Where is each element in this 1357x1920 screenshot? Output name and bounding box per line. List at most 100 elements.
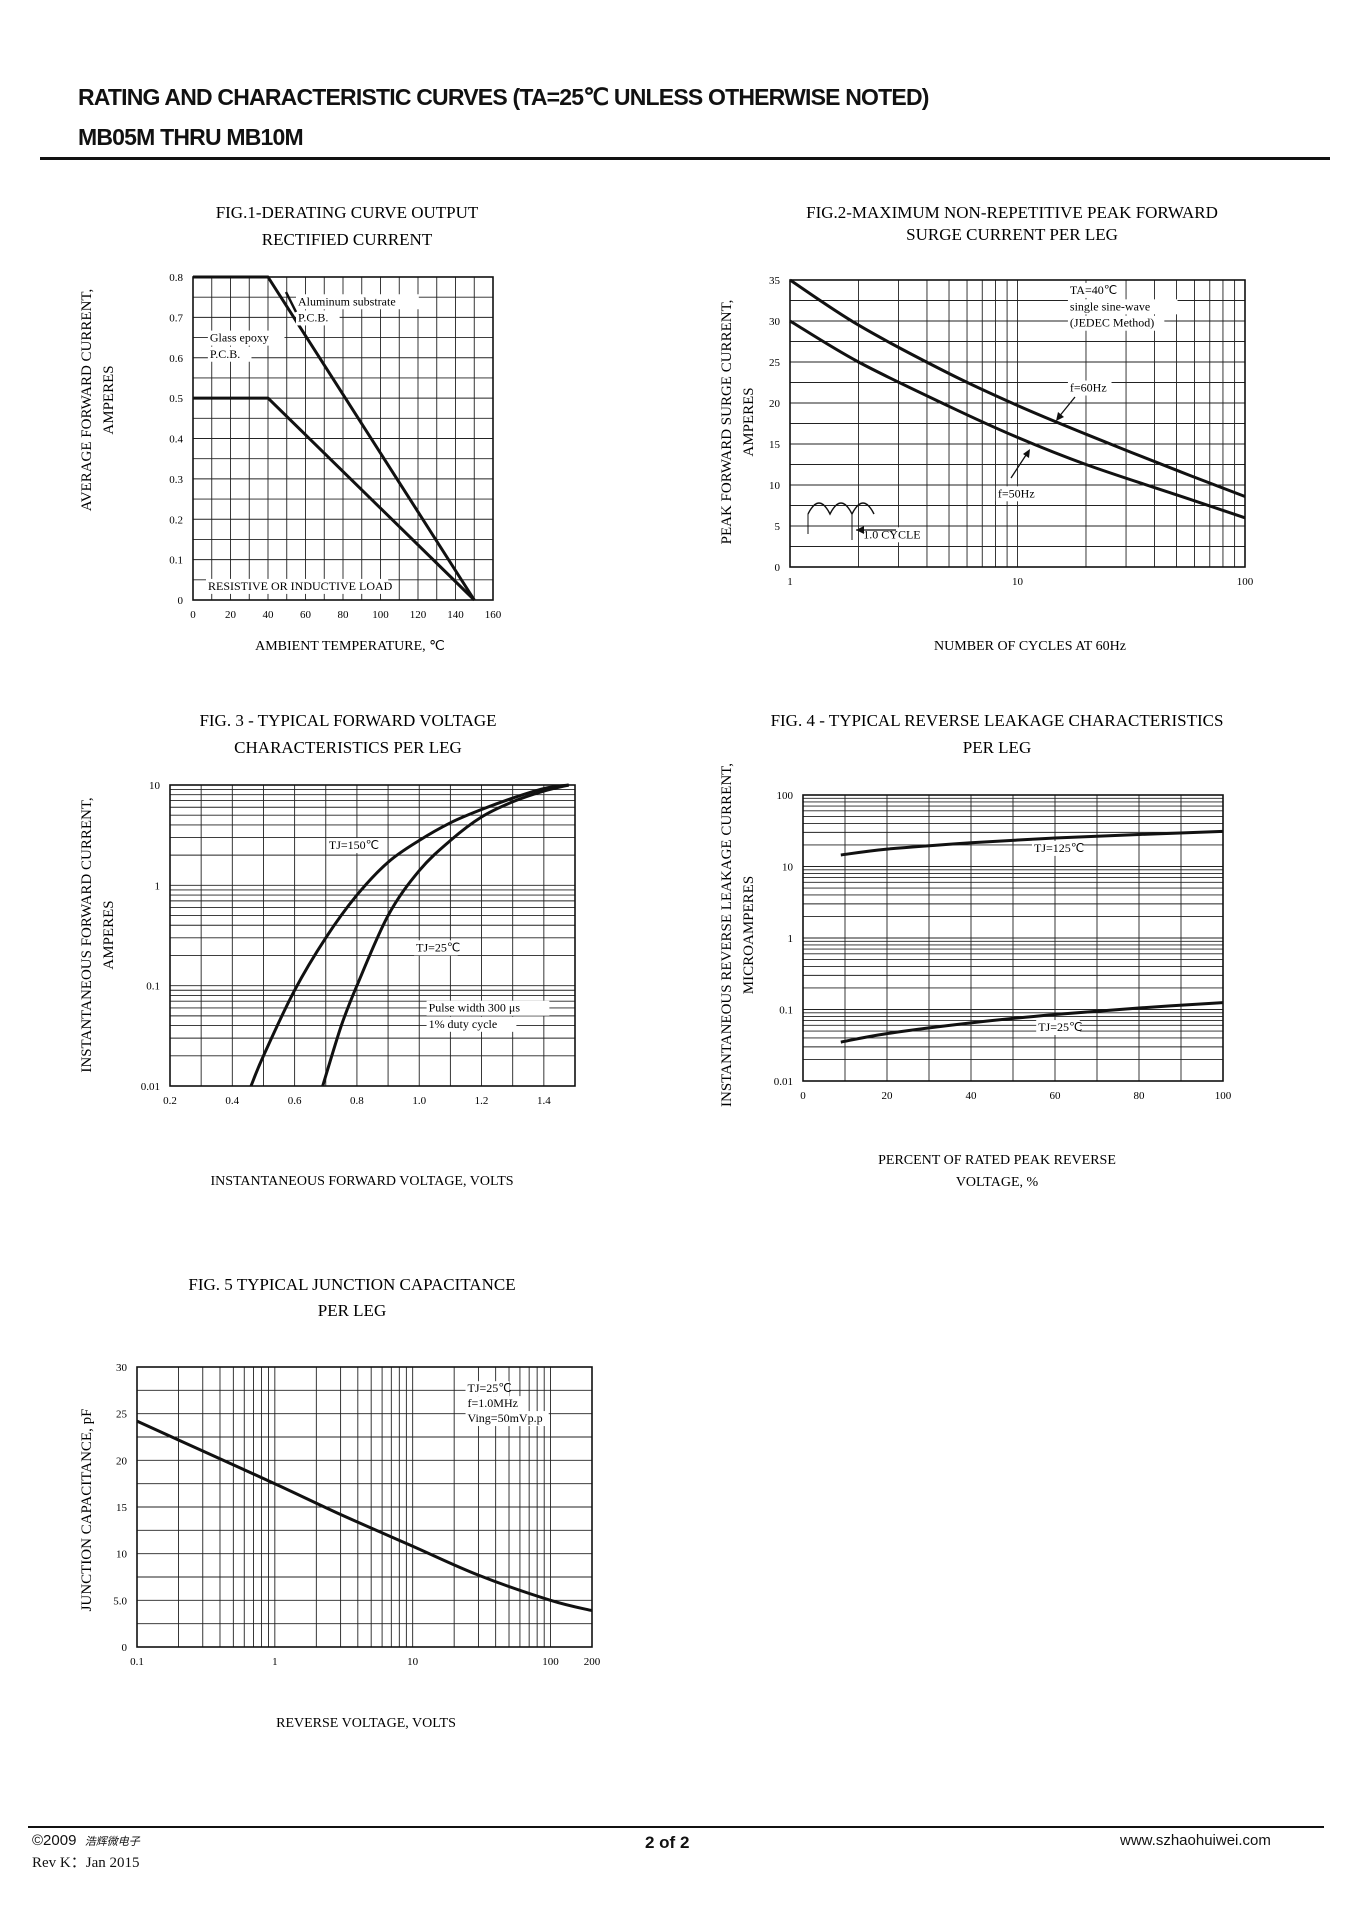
fig1-ytick-label: 0.2 bbox=[169, 514, 183, 526]
fig3-annotation: TJ=25℃ bbox=[416, 940, 460, 954]
fig4-xtick-label: 20 bbox=[882, 1090, 894, 1102]
fig4-ytick-label: 1 bbox=[788, 933, 794, 945]
fig2-annotation-bg bbox=[1067, 282, 1112, 298]
fig1-ytick-label: 0.5 bbox=[169, 393, 183, 405]
fig3-xlabel: INSTANTANEOUS FORWARD VOLTAGE, VOLTS bbox=[210, 1174, 513, 1189]
fig2-ytick-label: 15 bbox=[769, 439, 781, 451]
fig2-annotation-bg bbox=[1067, 299, 1178, 315]
fig5-frame bbox=[136, 1366, 593, 1648]
fig1-title: FIG.1-DERATING CURVE OUTPUT bbox=[216, 203, 479, 222]
fig4-xtick-label: 40 bbox=[966, 1090, 978, 1102]
fig5-ytick-label: 15 bbox=[116, 1502, 128, 1514]
fig4-ytick-label: 100 bbox=[777, 790, 794, 802]
fig1-annotation: P.C.B. bbox=[210, 347, 240, 361]
fig5-annotation: Ving=50mVp.p bbox=[468, 1411, 543, 1425]
fig3-series-1-line bbox=[249, 783, 570, 1087]
fig1-xtick-label: 60 bbox=[300, 609, 312, 621]
header-rule bbox=[40, 157, 1330, 160]
fig2-annotation-bg bbox=[861, 527, 925, 543]
fig4-annotation-bg bbox=[1032, 840, 1083, 856]
fig1-xtick-label: 140 bbox=[447, 609, 464, 621]
fig3-frame bbox=[169, 784, 576, 1087]
fig2-ylabel: AMPERES bbox=[741, 387, 757, 456]
fig1-annotation: RESISTIVE OR INDUCTIVE LOAD bbox=[208, 579, 393, 593]
fig1-xtick-label: 0 bbox=[190, 609, 196, 621]
fig2-xtick-label: 10 bbox=[1012, 576, 1024, 588]
fig2-xtick-label: 100 bbox=[1237, 576, 1254, 588]
fig1-annotation-bg bbox=[296, 294, 419, 310]
fig1-annotation: Glass epoxy bbox=[210, 331, 269, 345]
fig2-ytick-label: 0 bbox=[775, 562, 781, 574]
fig5-ytick-label: 0 bbox=[122, 1642, 128, 1654]
fig2-annotation: (JEDEC Method) bbox=[1070, 316, 1154, 330]
fig1-annotation-bg bbox=[207, 346, 252, 362]
copyright-text: ©2009 bbox=[32, 1832, 77, 1849]
fig2-ytick-label: 5 bbox=[775, 521, 781, 533]
fig2-annotation: f=60Hz bbox=[1070, 381, 1107, 395]
fig1-xtick-label: 20 bbox=[225, 609, 237, 621]
fig1-xtick-label: 40 bbox=[263, 609, 275, 621]
fig2-ytick-label: 10 bbox=[769, 480, 781, 492]
fig2-xlabel: NUMBER OF CYCLES AT 60Hz bbox=[934, 639, 1126, 654]
fig2-annotation-bg bbox=[1067, 380, 1112, 396]
fig5-ytick-label: 25 bbox=[116, 1409, 128, 1421]
fig5-annotation: f=1.0MHz bbox=[468, 1396, 518, 1410]
fig1-ytick-label: 0.3 bbox=[169, 474, 183, 486]
fig3-ytick-label: 10 bbox=[149, 780, 161, 792]
fig1-ytick-label: 0.4 bbox=[169, 434, 183, 446]
sine-cycle-icon bbox=[807, 502, 875, 516]
fig5-xtick-label: 100 bbox=[542, 1656, 559, 1668]
fig5-ytick-label: 30 bbox=[116, 1362, 128, 1374]
fig3-annotation-bg bbox=[426, 1000, 550, 1016]
fig2-annotation: TA=40℃ bbox=[1070, 283, 1117, 297]
page-title: RATING AND CHARACTERISTIC CURVES (TA=25℃… bbox=[78, 84, 929, 110]
fig5-annotation: TJ=25℃ bbox=[468, 1381, 512, 1395]
fig3-annotation: Pulse width 300 μs bbox=[429, 1001, 521, 1015]
fig1-xlabel: AMBIENT TEMPERATURE, ℃ bbox=[255, 639, 445, 654]
fig2-annotation-bg bbox=[995, 486, 1040, 502]
footer-copyright: ©2009 浩辉微电子 bbox=[32, 1832, 140, 1849]
fig1-annotation-bg bbox=[296, 310, 340, 326]
fig3-ytick-label: 0.1 bbox=[146, 981, 160, 993]
fig1-annotation-bg bbox=[206, 578, 389, 594]
fig3-xtick-label: 1.2 bbox=[475, 1095, 489, 1107]
cycle-arrowhead bbox=[856, 526, 864, 534]
fig1-ytick-label: 0.1 bbox=[169, 555, 183, 567]
fig5-annotation-bg bbox=[465, 1381, 510, 1397]
fig4-annotation: TJ=25℃ bbox=[1038, 1020, 1082, 1034]
fig3-ytick-label: 1 bbox=[155, 880, 161, 892]
fig2-title: SURGE CURRENT PER LEG bbox=[906, 225, 1118, 244]
fig1-annotation-bg bbox=[207, 330, 285, 346]
fig4-xtick-label: 100 bbox=[1215, 1090, 1232, 1102]
footer-revision: Rev K：Jan 2015 bbox=[32, 1855, 140, 1871]
fig1-xtick-label: 100 bbox=[372, 609, 389, 621]
fig2-series-1-line bbox=[789, 278, 1246, 498]
fig2-series-2-line bbox=[789, 319, 1246, 520]
fig4-ytick-label: 0.01 bbox=[774, 1076, 793, 1088]
fig4-ytick-label: 10 bbox=[782, 862, 794, 874]
fig4-annotation: TJ=125℃ bbox=[1034, 841, 1084, 855]
fig1-ylabel: AVERAGE FORWARD CURRENT, bbox=[79, 289, 95, 511]
fig3-annotation-bg bbox=[326, 838, 378, 854]
fig1-ytick-label: 0 bbox=[178, 595, 184, 607]
fig3-ytick-label: 0.01 bbox=[141, 1081, 160, 1093]
fig1-xtick-label: 80 bbox=[338, 609, 350, 621]
fig1-ytick-label: 0.7 bbox=[169, 312, 183, 324]
fig2-annotation: single sine-wave bbox=[1070, 299, 1150, 313]
fig1-series-2-line bbox=[193, 396, 476, 602]
f50-arrow bbox=[1010, 451, 1029, 479]
fig5-xlabel: REVERSE VOLTAGE, VOLTS bbox=[276, 1716, 456, 1731]
website-link[interactable]: www.szhaohuiwei.com bbox=[1120, 1832, 1271, 1849]
fig4-xtick-label: 0 bbox=[800, 1090, 806, 1102]
fig3-title: CHARACTERISTICS PER LEG bbox=[234, 738, 462, 757]
fig2-ytick-label: 20 bbox=[769, 398, 781, 410]
fig3-title: FIG. 3 - TYPICAL FORWARD VOLTAGE bbox=[199, 711, 496, 730]
fig3-ylabel: AMPERES bbox=[101, 900, 117, 969]
fig5-ytick-label: 10 bbox=[116, 1549, 128, 1561]
page-subtitle: MB05M THRU MB10M bbox=[78, 124, 304, 150]
fig1-title: RECTIFIED CURRENT bbox=[262, 230, 433, 249]
footer-rule bbox=[28, 1826, 1324, 1828]
